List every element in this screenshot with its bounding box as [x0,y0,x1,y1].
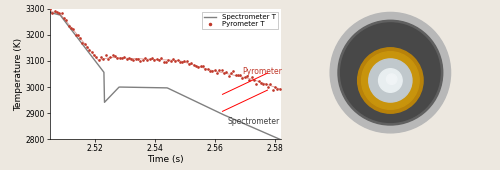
X-axis label: Time (s): Time (s) [148,155,184,164]
Text: Pyrometer: Pyrometer [242,67,282,76]
Circle shape [340,23,440,122]
Circle shape [386,74,397,84]
Circle shape [338,20,442,125]
Circle shape [358,48,423,113]
Circle shape [378,69,402,92]
Legend: Spectrometer T, Pyrometer T: Spectrometer T, Pyrometer T [202,12,278,29]
Circle shape [362,52,419,109]
Y-axis label: Temperature (K): Temperature (K) [14,37,23,110]
Circle shape [330,12,450,133]
Circle shape [369,59,412,102]
Text: Spectrometer: Spectrometer [227,117,280,126]
